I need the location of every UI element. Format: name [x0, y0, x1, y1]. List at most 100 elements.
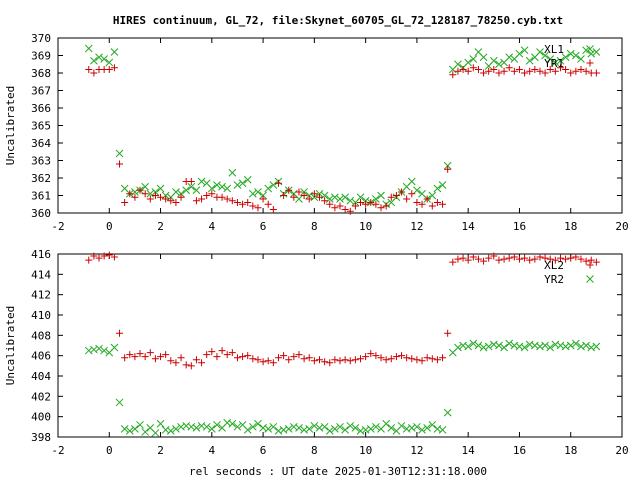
data-point — [95, 254, 103, 262]
data-point — [254, 188, 262, 196]
data-point — [495, 256, 503, 264]
data-point — [346, 196, 355, 205]
data-point — [530, 341, 539, 350]
x-tick-label: 2 — [157, 220, 164, 233]
x-tick-label: -2 — [51, 444, 64, 457]
data-point — [362, 353, 370, 361]
data-point — [244, 199, 252, 206]
data-point — [218, 193, 226, 201]
y-tick-label: 400 — [31, 411, 51, 424]
data-point — [531, 66, 539, 73]
x-tick-label: 16 — [513, 220, 526, 233]
data-point — [587, 49, 596, 58]
data-point — [305, 354, 313, 362]
data-point — [515, 66, 523, 73]
data-point — [526, 67, 534, 75]
data-point — [290, 353, 298, 361]
data-point — [464, 342, 473, 351]
data-point — [305, 195, 313, 203]
data-point — [182, 186, 191, 195]
data-point — [510, 253, 518, 261]
y-axis-label: Uncalibrated — [4, 306, 17, 385]
data-point — [331, 193, 339, 202]
data-point — [356, 193, 365, 202]
x-tick-label: 6 — [260, 220, 267, 233]
data-point — [90, 252, 98, 260]
data-point — [351, 356, 359, 364]
data-point — [126, 190, 134, 198]
data-point — [280, 352, 288, 360]
data-point — [125, 427, 134, 435]
data-point — [300, 192, 308, 199]
data-point — [233, 181, 242, 189]
data-point — [325, 427, 334, 435]
y-tick-label: 414 — [31, 268, 51, 281]
data-point — [161, 426, 170, 434]
data-point — [561, 342, 570, 351]
data-point — [536, 342, 544, 351]
data-point — [515, 342, 524, 351]
data-point — [572, 339, 580, 348]
data-point — [269, 181, 278, 189]
data-point — [592, 48, 601, 56]
data-point — [500, 255, 508, 263]
data-point — [413, 186, 421, 195]
data-point — [223, 418, 232, 427]
data-point — [372, 200, 380, 208]
data-point — [546, 255, 554, 263]
data-point — [454, 60, 462, 69]
data-point — [136, 420, 144, 429]
data-point — [357, 355, 365, 363]
legend-label: YR1 — [544, 57, 564, 70]
data-point — [556, 56, 565, 65]
data-point — [521, 254, 529, 262]
data-point — [556, 254, 564, 262]
data-point — [131, 353, 139, 361]
data-point — [392, 353, 400, 361]
series-xl1 — [84, 44, 601, 209]
y-tick-label: 365 — [31, 120, 51, 133]
data-point — [551, 256, 559, 264]
data-point — [469, 55, 478, 63]
data-point — [387, 355, 395, 363]
data-point — [341, 356, 349, 364]
data-point — [582, 257, 590, 265]
data-point — [423, 195, 431, 203]
data-point — [387, 193, 395, 201]
y-tick-label: 362 — [31, 172, 51, 185]
data-point — [480, 257, 488, 265]
data-point — [367, 199, 375, 206]
data-point — [531, 255, 539, 263]
data-point — [505, 254, 513, 262]
data-point — [172, 425, 180, 433]
data-point — [233, 354, 241, 362]
x-tick-label: 10 — [359, 220, 372, 233]
x-tick-label: 20 — [615, 444, 628, 457]
data-point — [243, 426, 252, 434]
data-point — [84, 346, 93, 355]
data-point — [295, 351, 303, 359]
data-point — [418, 426, 426, 434]
data-point — [295, 195, 303, 203]
data-point — [95, 344, 103, 353]
data-point — [536, 253, 544, 261]
legend-marker — [586, 45, 594, 53]
data-point — [459, 254, 467, 262]
data-point — [444, 329, 452, 337]
legend-marker — [586, 59, 594, 67]
data-point — [341, 206, 349, 213]
data-point — [218, 347, 226, 355]
data-point — [341, 193, 349, 202]
data-point — [213, 181, 221, 189]
data-point — [259, 358, 267, 366]
data-point — [310, 357, 318, 365]
data-point — [279, 426, 288, 434]
legend-label: XL1 — [544, 43, 564, 56]
data-point — [408, 355, 416, 363]
data-point — [310, 421, 319, 430]
data-point — [546, 343, 555, 352]
data-point — [454, 67, 462, 75]
data-point — [320, 422, 329, 431]
x-tick-label: 8 — [311, 444, 318, 457]
data-point — [187, 422, 196, 431]
